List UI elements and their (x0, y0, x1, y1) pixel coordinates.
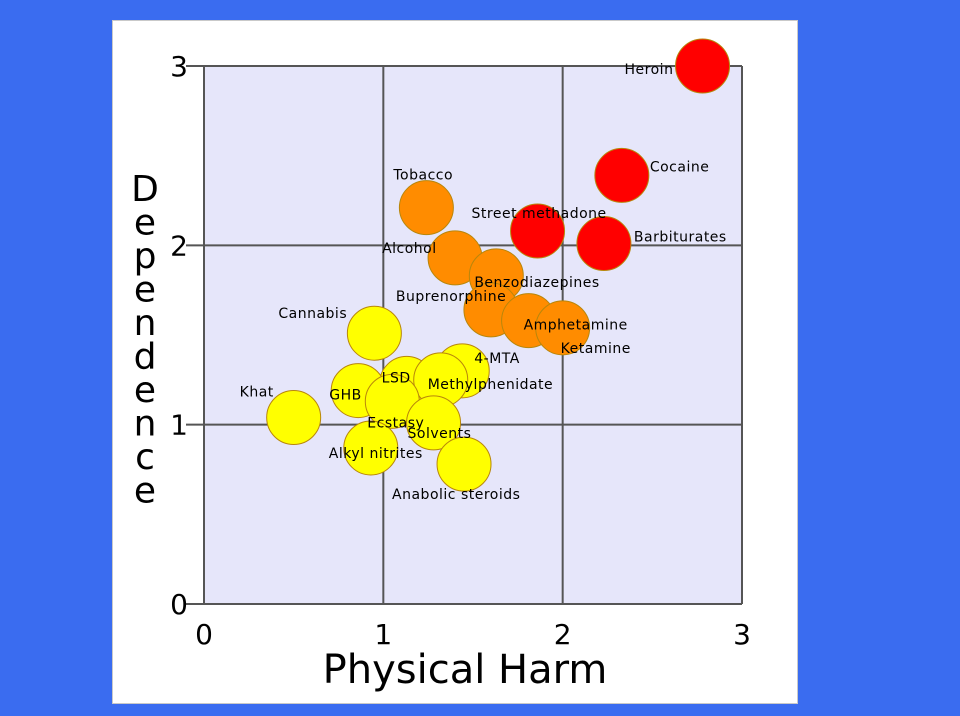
bubble-street-methadone (510, 203, 566, 259)
x-tick-label: 0 (195, 618, 213, 651)
y-tick-label: 3 (170, 50, 188, 83)
plot-area (204, 66, 742, 604)
point-label: Alcohol (382, 241, 437, 257)
point-label: Khat (240, 384, 274, 400)
y-tick-label: 0 (170, 588, 188, 621)
dependence-vs-harm-chart: Heroin Cocaine Street methadone Barbiturate… (131, 38, 751, 693)
bubble-cocaine (594, 147, 650, 203)
x-tick-label: 1 (374, 618, 392, 651)
point-label: Methylphenidate (428, 377, 553, 393)
point-label: Benzodiazepines (474, 275, 599, 291)
point-label: LSD (382, 370, 411, 386)
point-label: Cannabis (278, 306, 347, 322)
bubble-alkyl-nitrites (343, 420, 399, 476)
point-label: Street methadone (472, 206, 607, 222)
x-axis-title: Physical Harm (323, 647, 608, 693)
point-label: Tobacco (392, 168, 453, 184)
chart-frame: Heroin Cocaine Street methadone Barbiturate… (112, 20, 798, 704)
bubble-barbiturates (576, 216, 632, 272)
bubble-heroin (675, 38, 731, 94)
point-label: Solvents (408, 426, 472, 442)
point-label: Ketamine (561, 341, 631, 357)
point-label: GHB (329, 388, 361, 404)
point-label: Cocaine (650, 159, 710, 175)
bubble-tobacco (398, 180, 454, 236)
point-label: Amphetamine (524, 318, 628, 334)
x-tick-label: 2 (554, 618, 572, 651)
y-tick-label: 1 (170, 409, 188, 442)
point-label: Alkyl nitrites (329, 446, 423, 462)
point-label: 4-MTA (474, 351, 520, 367)
point-label: Heroin (625, 62, 674, 78)
point-label: Anabolic steroids (392, 487, 520, 503)
bubble-anabolic-steroids (436, 436, 492, 492)
bubble-ketamine (535, 300, 591, 356)
bubble-cannabis (346, 305, 402, 361)
bubble-solvents (406, 395, 462, 451)
point-label: Buprenorphine (396, 289, 506, 305)
point-label: Ecstasy (367, 415, 424, 431)
bubble-khat (266, 389, 322, 445)
y-tick-label: 2 (170, 229, 188, 262)
x-tick-label: 3 (733, 618, 751, 651)
point-label: Barbiturates (634, 230, 727, 246)
